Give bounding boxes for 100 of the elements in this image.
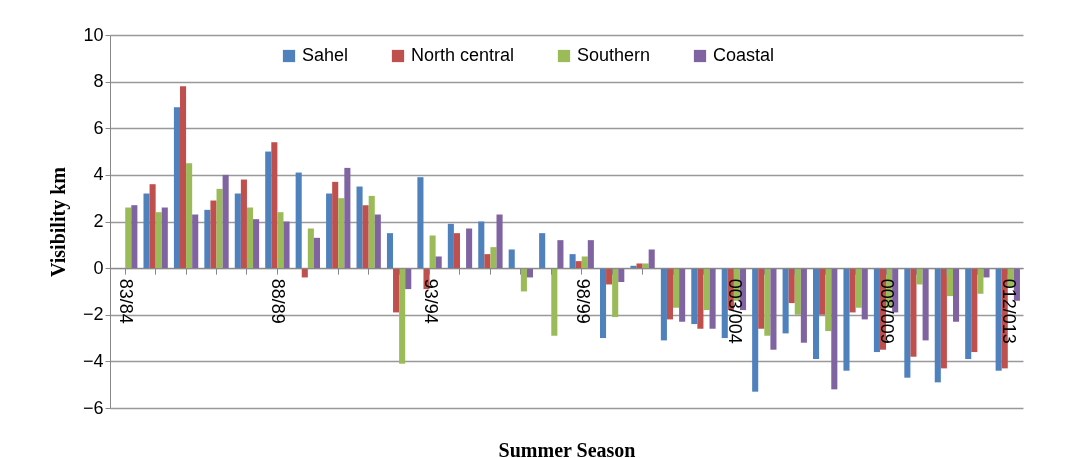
bar xyxy=(965,268,972,360)
bar xyxy=(873,268,880,353)
bar xyxy=(575,261,582,269)
bar xyxy=(770,268,777,350)
bar xyxy=(131,205,138,269)
bar xyxy=(679,268,686,322)
bar xyxy=(399,268,406,364)
y-tick-label: −2 xyxy=(82,304,104,325)
bar xyxy=(819,268,826,315)
bar xyxy=(210,200,217,269)
bar xyxy=(843,268,850,371)
bar xyxy=(405,268,412,290)
bar xyxy=(953,268,960,322)
bar xyxy=(648,249,655,269)
bar xyxy=(977,268,984,294)
bar xyxy=(344,167,351,269)
bar xyxy=(240,179,247,269)
bar xyxy=(618,268,625,283)
bar xyxy=(313,237,320,269)
legend-label: Southern xyxy=(577,45,651,65)
bar xyxy=(673,268,680,308)
bar xyxy=(794,268,801,315)
bar xyxy=(125,207,132,269)
bar xyxy=(758,268,765,329)
bar xyxy=(557,240,564,269)
bar xyxy=(721,268,728,339)
bar xyxy=(855,268,862,308)
bar xyxy=(149,184,156,269)
bar xyxy=(393,268,400,313)
bar xyxy=(277,212,284,269)
bar xyxy=(295,172,302,269)
legend-label: North central xyxy=(411,45,515,65)
bar xyxy=(813,268,820,360)
bar xyxy=(216,188,223,269)
bar xyxy=(800,268,807,343)
bar xyxy=(642,263,649,269)
bar xyxy=(825,268,832,332)
bar xyxy=(703,268,710,311)
bar xyxy=(253,219,260,269)
x-tick-label: 98/99 xyxy=(572,278,593,324)
bar xyxy=(435,256,442,269)
bar xyxy=(283,221,290,269)
bar xyxy=(612,268,619,318)
bar xyxy=(453,233,460,269)
bar xyxy=(143,193,150,269)
bar xyxy=(551,268,558,336)
bar xyxy=(709,268,716,329)
bar xyxy=(606,268,613,285)
bar xyxy=(447,223,454,269)
bar xyxy=(916,268,923,285)
bar xyxy=(332,181,339,269)
legend-label: Coastal xyxy=(713,45,775,65)
bar xyxy=(307,228,314,269)
y-tick-label: 0 xyxy=(93,257,104,278)
bar xyxy=(971,268,978,353)
bar xyxy=(520,268,527,292)
y-tick-label: 8 xyxy=(93,71,104,92)
bar xyxy=(386,233,394,269)
bar xyxy=(904,268,911,378)
y-tick-label: 10 xyxy=(83,24,104,45)
bar xyxy=(831,268,838,390)
y-tick-label: 2 xyxy=(93,211,104,231)
y-tick-label: −4 xyxy=(82,350,104,371)
bar xyxy=(861,268,868,320)
bar xyxy=(788,268,795,304)
bar xyxy=(338,198,345,269)
bar xyxy=(946,268,953,297)
bar xyxy=(368,195,375,269)
bar xyxy=(508,249,515,269)
bar xyxy=(581,256,588,269)
bar xyxy=(587,240,594,269)
bar xyxy=(940,268,947,369)
bar xyxy=(849,268,856,313)
bar xyxy=(265,151,272,269)
bar xyxy=(271,142,278,269)
bar xyxy=(234,193,241,269)
bar xyxy=(180,86,187,269)
bar xyxy=(326,193,333,269)
bar xyxy=(666,268,674,320)
y-tick-label: −6 xyxy=(82,397,104,418)
bar xyxy=(922,268,929,341)
bar xyxy=(362,205,369,269)
x-axis-title: Summer Season xyxy=(498,438,636,458)
bar xyxy=(484,254,491,269)
x-tick-label: 003/004 xyxy=(724,278,745,344)
bar xyxy=(186,163,193,269)
bar xyxy=(910,268,917,357)
bar xyxy=(599,268,607,339)
bar xyxy=(934,268,941,383)
bar xyxy=(356,186,363,269)
bar xyxy=(429,235,436,269)
bar xyxy=(155,212,162,269)
bar xyxy=(569,254,576,269)
legend-label: Sahel xyxy=(302,45,349,65)
y-tick-label: 6 xyxy=(93,117,104,138)
bar xyxy=(539,233,546,269)
bar xyxy=(691,268,698,325)
x-tick-label: 93/94 xyxy=(420,278,441,324)
bar xyxy=(782,268,789,334)
bar xyxy=(466,228,473,269)
